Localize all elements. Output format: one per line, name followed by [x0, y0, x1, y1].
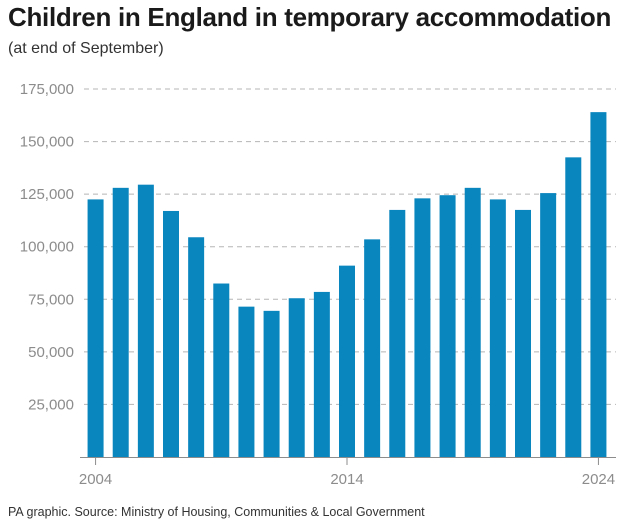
bar-2004	[87, 199, 104, 457]
x-tick-label: 2004	[79, 471, 112, 488]
bar-2016	[389, 209, 406, 457]
y-tick-label: 25,000	[28, 396, 74, 413]
x-tick-label: 2014	[330, 471, 363, 488]
bar-2019	[464, 187, 481, 457]
bar-2011	[263, 310, 280, 457]
y-tick-label: 125,000	[20, 186, 74, 203]
bar-2021	[515, 209, 531, 457]
bar-2024	[590, 112, 607, 457]
chart-title: Children in England in temporary accommo…	[8, 2, 612, 32]
y-tick-label: 100,000	[20, 239, 74, 256]
bar-2022	[540, 193, 557, 457]
y-axis-ticks: 25,000 50,000 75,000 100,000 125,000 150,000 1…	[20, 81, 74, 413]
x-axis-ticks: 2004 2014 2024	[79, 457, 615, 488]
x-tick-label: 2024	[582, 471, 615, 488]
bar-2023	[565, 157, 582, 458]
bar-2020	[489, 199, 506, 457]
bars	[87, 112, 607, 458]
bar-2009	[213, 283, 230, 457]
bar-2012	[288, 298, 305, 457]
source-note: PA graphic. Source: Ministry of Housing,…	[8, 505, 425, 519]
bar-2010	[238, 306, 255, 457]
bar-2017	[414, 198, 431, 457]
y-tick-label: 75,000	[28, 291, 74, 308]
bar-2015	[364, 239, 381, 457]
y-tick-label: 150,000	[20, 134, 74, 151]
bar-2007	[163, 210, 179, 457]
bar-2014	[339, 265, 355, 457]
bar-2005	[112, 187, 129, 457]
y-tick-label: 175,000	[20, 81, 74, 98]
bar-2008	[188, 237, 205, 457]
chart-subtitle: (at end of September)	[8, 40, 164, 57]
bar-2018	[439, 195, 456, 458]
bar-2013	[313, 291, 330, 457]
y-tick-label: 50,000	[28, 344, 74, 361]
bar-2006	[137, 184, 154, 457]
